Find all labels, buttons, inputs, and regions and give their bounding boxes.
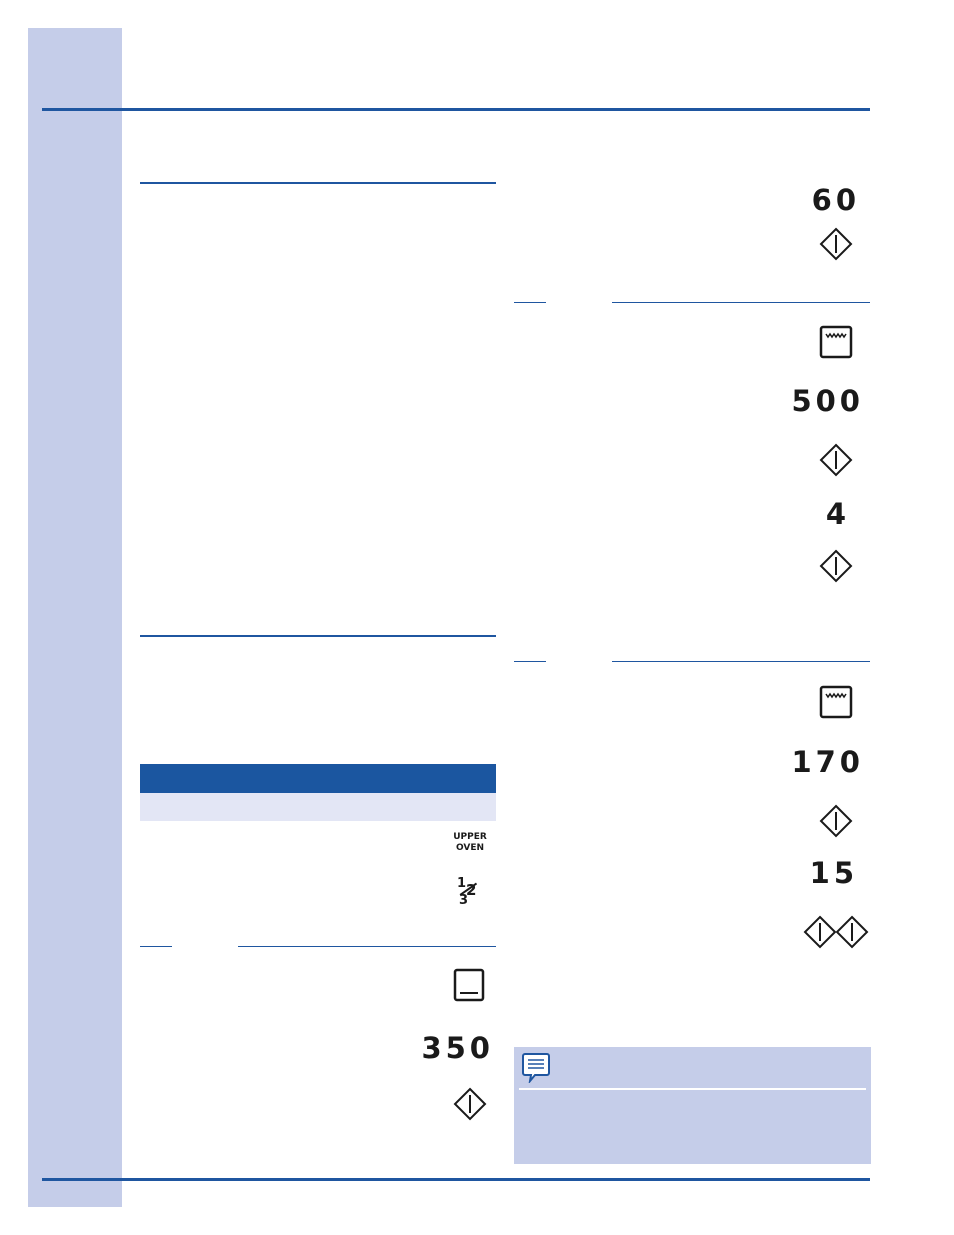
value-60: 60 [811, 183, 860, 217]
oven-broil-pad-icon[interactable] [819, 685, 853, 719]
rack-num-1: 1 [457, 876, 467, 891]
note-speech-bubble-icon [522, 1053, 550, 1083]
time-15: 15 [809, 856, 858, 890]
oven-broil-pad-icon[interactable] [819, 325, 853, 359]
example1-rule-a [514, 302, 546, 303]
sidebar-band [28, 28, 122, 1207]
start-diamond-icon[interactable] [819, 443, 853, 477]
temp-500: 500 [791, 384, 864, 418]
rack-num-2: 2 [466, 881, 477, 899]
double-start-diamond-icon[interactable] [803, 915, 869, 949]
note-box [514, 1047, 871, 1164]
example2-rule-b [612, 661, 870, 662]
rack-position-key-icon[interactable]: 1 2 3 [452, 874, 486, 910]
upper-oven-key-icon[interactable]: UPPER OVEN [440, 832, 500, 854]
footer-rule [42, 1178, 870, 1181]
note-rule [519, 1088, 866, 1090]
section-rule-2 [140, 635, 496, 637]
table-header-bar [140, 764, 496, 793]
time-4: 4 [825, 497, 850, 531]
rack-num-3: 3 [459, 893, 469, 908]
table-subheader-row [140, 793, 496, 821]
start-diamond-icon[interactable] [453, 1087, 487, 1121]
example-temp-350: 350 [421, 1031, 494, 1065]
header-rule [42, 108, 870, 111]
example1-rule-b [612, 302, 870, 303]
lower-oven-bake-pad-icon[interactable] [453, 968, 485, 1002]
example2-rule-a [514, 661, 546, 662]
upper-oven-line1: UPPER [453, 832, 487, 842]
temp-170: 170 [791, 745, 864, 779]
section-rule-1 [140, 182, 496, 184]
start-diamond-icon[interactable] [819, 804, 853, 838]
example-rule-left-b [238, 946, 496, 947]
example-rule-left-a [140, 946, 172, 947]
upper-oven-line2: OVEN [455, 843, 485, 853]
start-diamond-icon[interactable] [819, 549, 853, 583]
start-diamond-icon[interactable] [819, 227, 853, 261]
